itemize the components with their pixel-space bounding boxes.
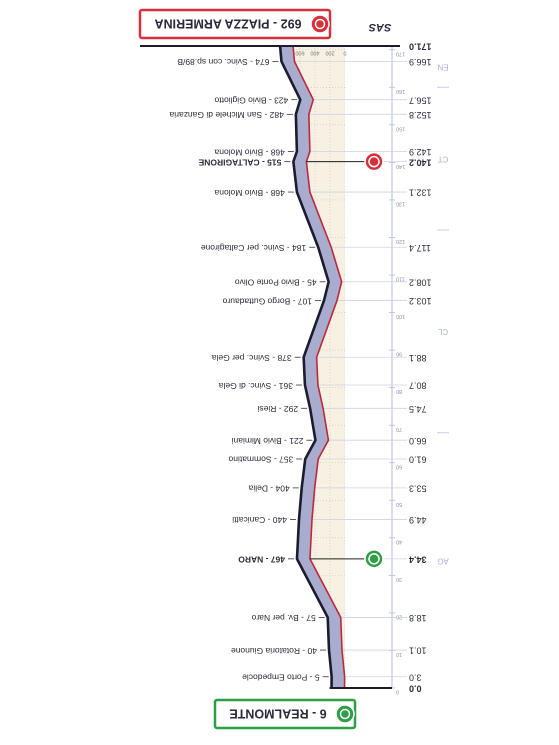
box-icon xyxy=(310,14,330,34)
ground-area xyxy=(293,46,345,688)
profile-frame: 0200400600800010203040506070809010011012… xyxy=(138,8,449,730)
place-label: 184 - Svinc. per Caltagirone xyxy=(201,243,307,253)
place-label: 468 - Bivio Molona xyxy=(214,147,285,157)
distance-label: 156.7 xyxy=(409,95,432,105)
place-label: 107 - Borgo Guttadauro xyxy=(222,296,312,306)
box-icon-inner xyxy=(314,18,326,30)
place-label: 378 - Svinc. per Gela xyxy=(212,353,292,363)
elevation-tick-label: 200 xyxy=(325,50,334,56)
distance-label: 103.2 xyxy=(409,296,432,306)
box-icon-inner xyxy=(339,708,351,720)
region-label: EN xyxy=(437,63,448,72)
logo: SAS xyxy=(368,21,391,33)
box-icon xyxy=(335,704,355,724)
place-label: 57 - Bv. per Naro xyxy=(251,613,315,623)
distance-label: 0.0 xyxy=(409,684,422,694)
profile-ribbon xyxy=(280,46,345,688)
distance-label: 53.3 xyxy=(409,484,427,494)
place-box xyxy=(213,698,357,730)
region-label: AG xyxy=(437,556,449,565)
region-label: CL xyxy=(437,327,448,336)
distance-label: 18.8 xyxy=(409,613,427,623)
place-label: 45 - Bivio Ponte Olivo xyxy=(235,278,317,288)
distance-label: 34.4 xyxy=(409,554,427,564)
place-label: 292 - Riesi xyxy=(257,404,298,414)
x-tick-label: 150 xyxy=(396,125,405,131)
place-box xyxy=(138,8,332,40)
x-tick-label: 10 xyxy=(396,651,402,657)
distance-label: 171.0 xyxy=(409,42,432,52)
place-label: 482 - San Michele di Ganzaria xyxy=(169,110,284,120)
x-tick-label: 30 xyxy=(396,576,402,582)
x-tick-label: 140 xyxy=(396,163,405,169)
profile-edge xyxy=(278,45,333,689)
x-tick-label: 90 xyxy=(396,351,402,357)
distance-label: 3.0 xyxy=(409,672,422,682)
place-box-label: 6 - REALMONTE xyxy=(229,707,326,721)
marker xyxy=(364,151,384,172)
x-tick-label: 130 xyxy=(396,200,405,206)
elevation-tick-label: 400 xyxy=(310,50,319,56)
distance-label: 88.1 xyxy=(409,353,427,363)
place-label: 221 - Bivio Mimiani xyxy=(232,436,304,446)
place-label: 467 - NARO xyxy=(238,555,285,565)
distance-label: 152.8 xyxy=(409,110,432,120)
place-label: 515 - CALTAGIRONE xyxy=(198,157,281,167)
distance-label: 132.1 xyxy=(409,188,432,198)
x-tick-label: 100 xyxy=(396,313,405,319)
place-label: 5 - Porto Empedocle xyxy=(242,672,320,682)
distance-label: 108.2 xyxy=(409,277,432,287)
place-label: 404 - Delia xyxy=(248,484,289,494)
place-label: 361 - Svinc. di Gela xyxy=(218,381,292,391)
x-tick-label: 160 xyxy=(396,88,405,94)
x-tick-label: 20 xyxy=(396,613,402,619)
distance-label: 142.9 xyxy=(409,147,432,157)
distance-label: 80.7 xyxy=(409,381,427,391)
x-tick-label: 170 xyxy=(396,50,405,56)
place-label: 423 - Bivio Gigliotto xyxy=(214,95,288,105)
marker-inner xyxy=(368,155,380,168)
place-label: 357 - Sommatino xyxy=(228,455,293,465)
distance-label: 74.5 xyxy=(409,404,427,414)
x-tick-label: 120 xyxy=(396,238,405,244)
x-tick-label: 0 xyxy=(396,689,399,695)
distance-label: 10.1 xyxy=(409,646,427,656)
place-label: 468 - Bivio Molona xyxy=(214,188,285,198)
place-box-label: 692 - PIAZZA ARMERINA xyxy=(154,17,301,31)
place-label: 440 - Canicatti xyxy=(232,515,287,525)
marker-inner xyxy=(368,553,380,565)
distance-label: 140.2 xyxy=(409,157,432,167)
distance-label: 166.9 xyxy=(409,57,432,67)
x-tick-label: 50 xyxy=(396,501,402,507)
elevation-tick-label: 600 xyxy=(295,50,304,56)
x-tick-label: 110 xyxy=(396,276,405,282)
place-label: 40 - Rotatoria Giunone xyxy=(231,646,317,656)
distance-label: 44.9 xyxy=(409,515,427,525)
distance-label: 117.4 xyxy=(409,243,431,253)
distance-label: 66.0 xyxy=(409,436,427,446)
elevation-tick-label: 0 xyxy=(343,50,346,56)
x-tick-label: 80 xyxy=(396,388,402,394)
marker xyxy=(364,549,384,569)
place-label: 674 - Svinc. con sp.89/B xyxy=(177,57,269,67)
distance-label: 61.0 xyxy=(409,455,427,465)
x-tick-label: 40 xyxy=(396,538,402,544)
x-tick-label: 60 xyxy=(396,463,402,469)
region-label: CT xyxy=(438,155,449,164)
x-tick-label: 70 xyxy=(396,426,402,432)
profile-line xyxy=(292,45,346,689)
